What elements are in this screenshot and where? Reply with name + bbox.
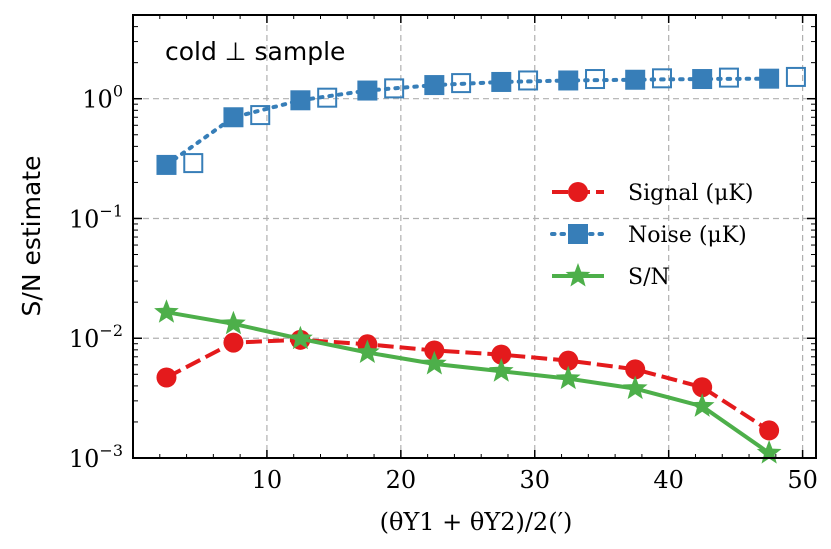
data-point [625,69,646,90]
legend-marker [568,224,588,244]
data-point [290,90,311,111]
y-tick-label: 10−1 [69,201,123,233]
series-2 [183,66,806,174]
data-point [718,67,739,88]
plot-frame [132,14,817,459]
data-point [558,350,579,371]
data-point [223,107,244,128]
data-point [154,299,179,323]
series-0 [156,329,780,441]
data-point [622,375,648,400]
data-point [689,393,715,417]
y-axis-title: S/N estimate [17,156,46,317]
series-line [165,337,771,433]
data-point [756,440,782,464]
data-point [424,75,445,96]
legend-label: Noise (μK) [628,223,747,248]
legend-marker [568,182,588,202]
data-point [555,365,581,390]
annotation: cold ⊥ sample [165,37,345,66]
data-point [355,339,380,363]
series-layer [154,66,806,464]
x-tick-label: 30 [519,466,550,494]
data-point [491,71,512,92]
data-point [156,367,177,388]
x-axis-title: (θY1 + θY2)/2(′) [380,508,573,536]
series-3 [154,299,782,464]
data-point [156,154,177,175]
data-point [223,332,244,353]
tick-labels: 10 20 30 40 50 10−3 10−2 10−1 100 [69,82,818,494]
data-point [250,105,271,126]
data-point [785,66,806,87]
data-point [651,68,672,89]
y-tick-label: 100 [82,82,123,114]
data-point [451,73,472,94]
ticks [133,14,816,459]
x-tick-label: 50 [787,466,818,494]
data-point [585,69,606,90]
series-line [166,310,771,455]
data-point [491,344,512,365]
data-point [288,325,313,350]
data-point [558,70,579,91]
data-point [183,153,204,174]
y-tick-label: 10−2 [69,321,123,353]
data-point [424,340,445,361]
x-tick-label: 40 [653,466,684,494]
data-point [317,87,338,108]
x-tick-label: 20 [386,466,417,494]
data-point [357,80,378,101]
data-point [692,377,713,398]
legend-label: Signal (μK) [628,181,753,206]
data-point [759,420,780,441]
data-point [221,310,246,335]
data-point [488,358,514,382]
series-line [164,76,772,167]
data-point [422,350,447,375]
data-point [625,359,646,380]
legend-marker [565,263,591,287]
legend-label: S/N [628,265,670,290]
x-tick-label: 10 [252,466,283,494]
series-1 [156,68,780,175]
data-point [384,78,405,99]
legend: Signal (μK) Noise (μK) S/N [550,181,753,290]
data-point [692,69,713,90]
y-tick-label: 10−3 [69,441,123,473]
data-point [759,68,780,89]
data-point [518,70,539,91]
